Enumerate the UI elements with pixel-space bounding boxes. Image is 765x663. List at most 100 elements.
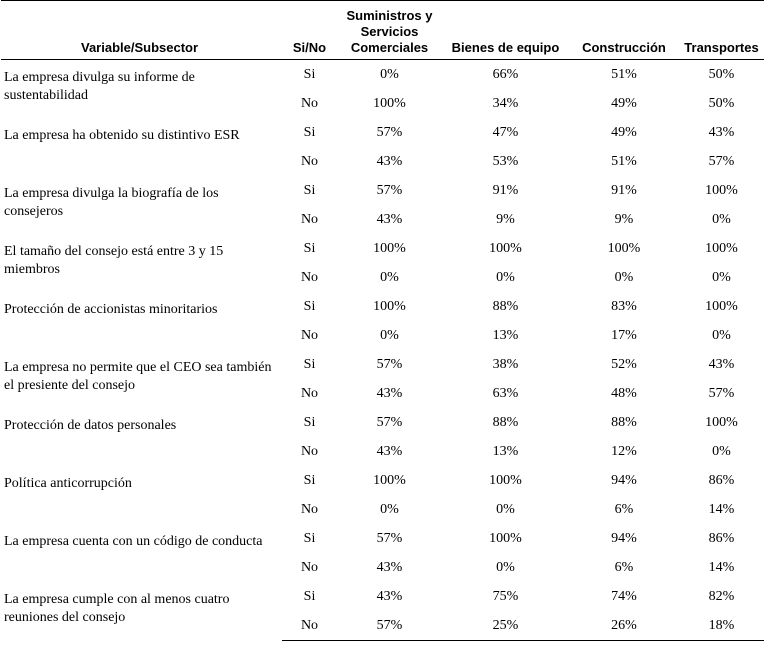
header-row: Variable/Subsector Si/No Suministros y S… (1, 0, 764, 60)
percentage-cell: 0% (380, 328, 399, 343)
percentage-cell: 51% (611, 154, 637, 169)
variable-label: Política anticorrupción (4, 476, 132, 491)
percentage-cell: 47% (492, 125, 519, 140)
si-no-label: No (300, 154, 319, 169)
si-no-label: Si (303, 473, 316, 488)
si-no-label: Si (303, 241, 316, 256)
variable-label: Protección de accionistas minoritarios (4, 302, 218, 317)
si-no-label: Si (303, 589, 316, 604)
percentage-cell: 51% (611, 67, 637, 82)
percentage-cell: 100% (489, 241, 522, 256)
table-row: No 43% 53% 51% 57% (1, 147, 764, 176)
percentage-cell: 57% (708, 386, 735, 401)
percentage-cell: 50% (708, 67, 735, 82)
si-no-label: Si (303, 299, 316, 314)
table-row: No 57% 25% 26% 18% (1, 611, 764, 641)
percentage-cell: 57% (376, 415, 403, 430)
percentage-cell: 13% (492, 328, 519, 343)
percentage-cell: 48% (611, 386, 637, 401)
percentage-cell: 100% (705, 183, 738, 198)
table-row: No 100% 34% 49% 50% (1, 89, 764, 118)
percentage-cell: 86% (708, 473, 735, 488)
percentage-cell: 83% (611, 299, 637, 314)
percentage-cell: 100% (373, 241, 406, 256)
si-no-label: Si (303, 125, 316, 140)
si-no-label: Si (303, 357, 316, 372)
percentage-cell: 43% (376, 589, 403, 604)
table-row: La empresa cuenta con un código de condu… (1, 524, 764, 553)
percentage-cell: 0% (496, 560, 515, 575)
percentage-cell: 6% (614, 560, 634, 575)
percentage-cell: 0% (712, 270, 731, 285)
percentage-cell: 50% (708, 96, 735, 111)
percentage-cell: 14% (708, 502, 735, 517)
percentage-cell: 43% (376, 154, 403, 169)
percentage-cell: 57% (376, 531, 403, 546)
si-no-label: No (300, 212, 319, 227)
si-no-label: No (300, 386, 319, 401)
table-row: Política anticorrupción Si 100% 100% 94% 86% (1, 466, 764, 495)
percentage-cell: 43% (708, 125, 735, 140)
percentage-cell: 94% (611, 531, 637, 546)
variable-label: La empresa ha obtenido su distintivo ESR (4, 128, 240, 143)
variable-label: La empresa cuenta con un código de condu… (4, 534, 263, 549)
percentage-cell: 57% (376, 357, 403, 372)
percentage-cell: 6% (614, 502, 634, 517)
si-no-label: No (300, 270, 319, 285)
header-transportes: Transportes (679, 0, 764, 60)
percentage-cell: 9% (496, 212, 515, 227)
table-row: La empresa divulga la biografía de los c… (1, 176, 764, 219)
table-row: No 0% 0% 0% 0% (1, 263, 764, 292)
percentage-cell: 0% (496, 502, 515, 517)
percentage-cell: 14% (708, 560, 735, 575)
percentage-cell: 34% (492, 96, 519, 111)
percentage-cell: 52% (611, 357, 637, 372)
percentage-cell: 57% (708, 154, 735, 169)
percentage-cell: 0% (380, 502, 399, 517)
variable-label: Protección de datos personales (4, 418, 177, 433)
percentage-cell: 88% (611, 415, 637, 430)
percentage-cell: 13% (492, 444, 519, 459)
percentage-cell: 9% (614, 212, 634, 227)
percentage-cell: 100% (705, 299, 738, 314)
subsector-table: Variable/Subsector Si/No Suministros y S… (1, 0, 764, 641)
si-no-label: Si (303, 183, 316, 198)
table-row: Protección de datos personales Si 57% 88% 88… (1, 408, 764, 437)
percentage-cell: 0% (712, 212, 731, 227)
percentage-cell: 18% (679, 611, 764, 641)
si-no-label: No (300, 96, 319, 111)
percentage-cell: 91% (492, 183, 519, 198)
percentage-cell: 43% (376, 386, 403, 401)
variable-label: La empresa divulga su informe de sustent… (4, 70, 195, 103)
table-row: La empresa ha obtenido su distintivo ESR… (1, 118, 764, 147)
percentage-cell: 0% (712, 328, 731, 343)
percentage-cell: 100% (489, 531, 522, 546)
table-row: No 43% 0% 6% 14% (1, 553, 764, 582)
table-row: No 43% 13% 12% 0% (1, 437, 764, 466)
table-row: No 0% 13% 17% 0% (1, 321, 764, 350)
percentage-cell: 86% (708, 531, 735, 546)
percentage-cell: 100% (705, 241, 738, 256)
header-variable: Variable/Subsector (1, 0, 282, 60)
percentage-cell: 49% (611, 125, 637, 140)
table-row: No 43% 63% 48% 57% (1, 379, 764, 408)
table-row: Protección de accionistas minoritarios Si… (1, 292, 764, 321)
percentage-cell: 0% (380, 270, 399, 285)
percentage-cell: 100% (489, 473, 522, 488)
variable-label: La empresa cumple con al menos cuatro re… (4, 592, 230, 625)
percentage-cell: 38% (492, 357, 519, 372)
percentage-cell: 0% (614, 270, 634, 285)
percentage-cell: 74% (611, 589, 637, 604)
percentage-cell: 57% (337, 611, 442, 641)
si-no-label: Si (303, 415, 316, 430)
percentage-cell: 66% (492, 67, 519, 82)
header-construccion: Construcción (569, 0, 679, 60)
table-row: La empresa no permite que el CEO sea tam… (1, 350, 764, 393)
percentage-cell: 57% (376, 125, 403, 140)
si-no-label: Si (303, 531, 316, 546)
header-suministros: Suministros y Servicios Comerciales (337, 0, 442, 60)
table-row: No 43% 9% 9% 0% (1, 205, 764, 234)
si-no-label: No (300, 560, 319, 575)
percentage-cell: 100% (373, 473, 406, 488)
